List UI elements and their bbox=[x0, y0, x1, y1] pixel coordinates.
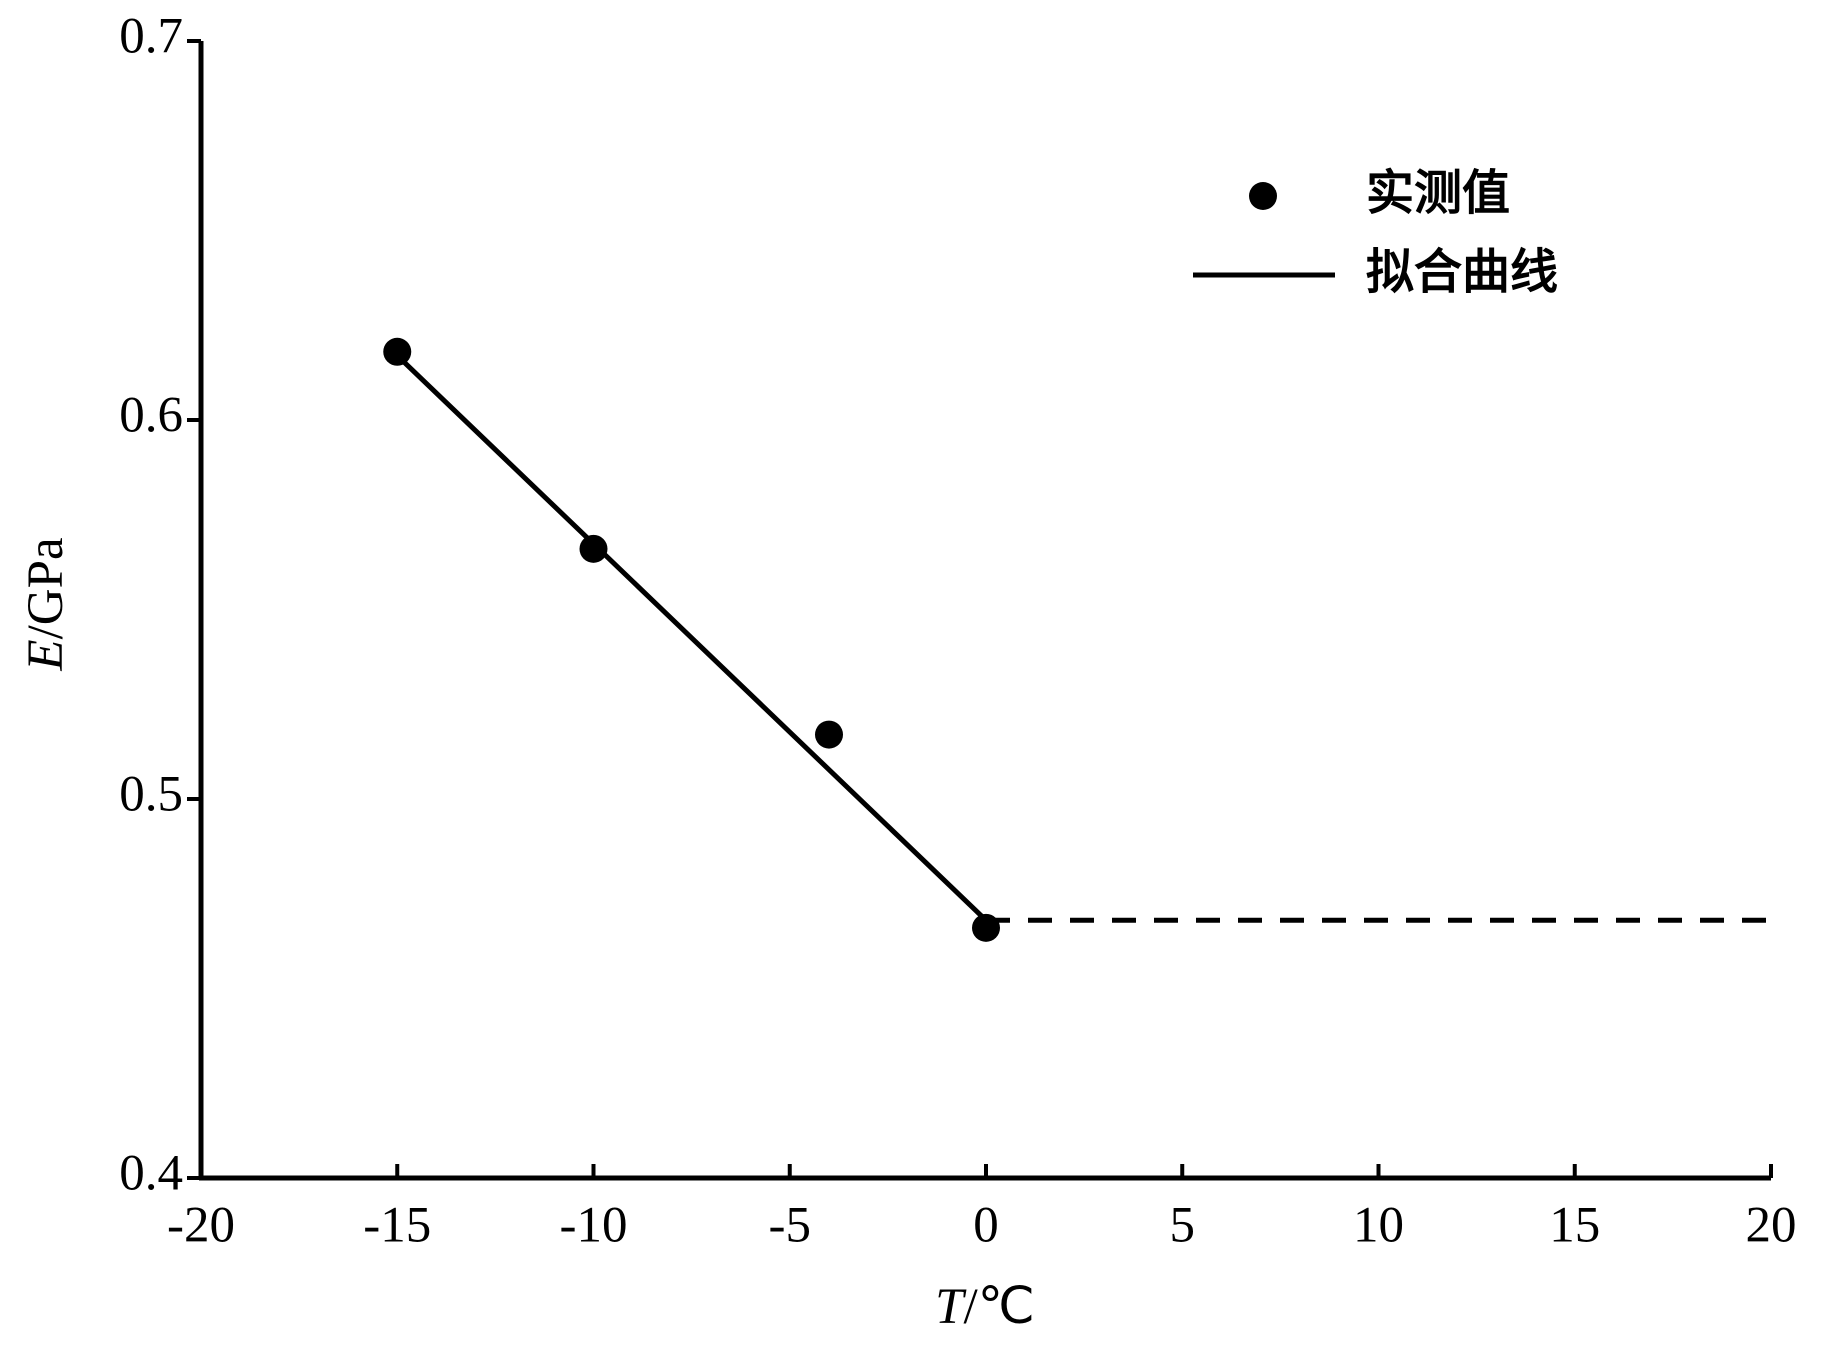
x-label-unit: /℃ bbox=[963, 1279, 1034, 1335]
legend-label: 实测值 bbox=[1366, 165, 1510, 221]
y-axis-label: E/GPa bbox=[18, 537, 74, 671]
x-tick-label: 20 bbox=[1746, 1198, 1797, 1254]
x-tick-label: -10 bbox=[560, 1198, 628, 1254]
fit-line bbox=[395, 353, 988, 923]
x-tick-label: -20 bbox=[167, 1198, 235, 1254]
x-tick-label: -5 bbox=[769, 1198, 811, 1254]
x-tick-label: 5 bbox=[1170, 1198, 1196, 1254]
x-axis-label: T/℃ bbox=[935, 1279, 1035, 1335]
y-label-var: E bbox=[18, 639, 74, 671]
x-tick-label: 15 bbox=[1549, 1198, 1600, 1254]
x-label-var: T bbox=[935, 1279, 967, 1335]
x-tick-label: 10 bbox=[1353, 1198, 1404, 1254]
y-tick-label: 0.4 bbox=[119, 1146, 183, 1202]
x-tick-label: -15 bbox=[363, 1198, 431, 1254]
y-tick-label: 0.6 bbox=[119, 388, 183, 444]
x-tick-label: 0 bbox=[973, 1198, 999, 1254]
legend-label: 拟合曲线 bbox=[1366, 244, 1558, 300]
point bbox=[815, 720, 843, 749]
legend-marker bbox=[1249, 182, 1277, 210]
point bbox=[579, 534, 608, 563]
y-tick-label: 0.7 bbox=[119, 9, 183, 65]
y-tick-label: 0.5 bbox=[119, 767, 183, 823]
point bbox=[383, 337, 412, 366]
y-label-unit: /GPa bbox=[18, 537, 74, 639]
